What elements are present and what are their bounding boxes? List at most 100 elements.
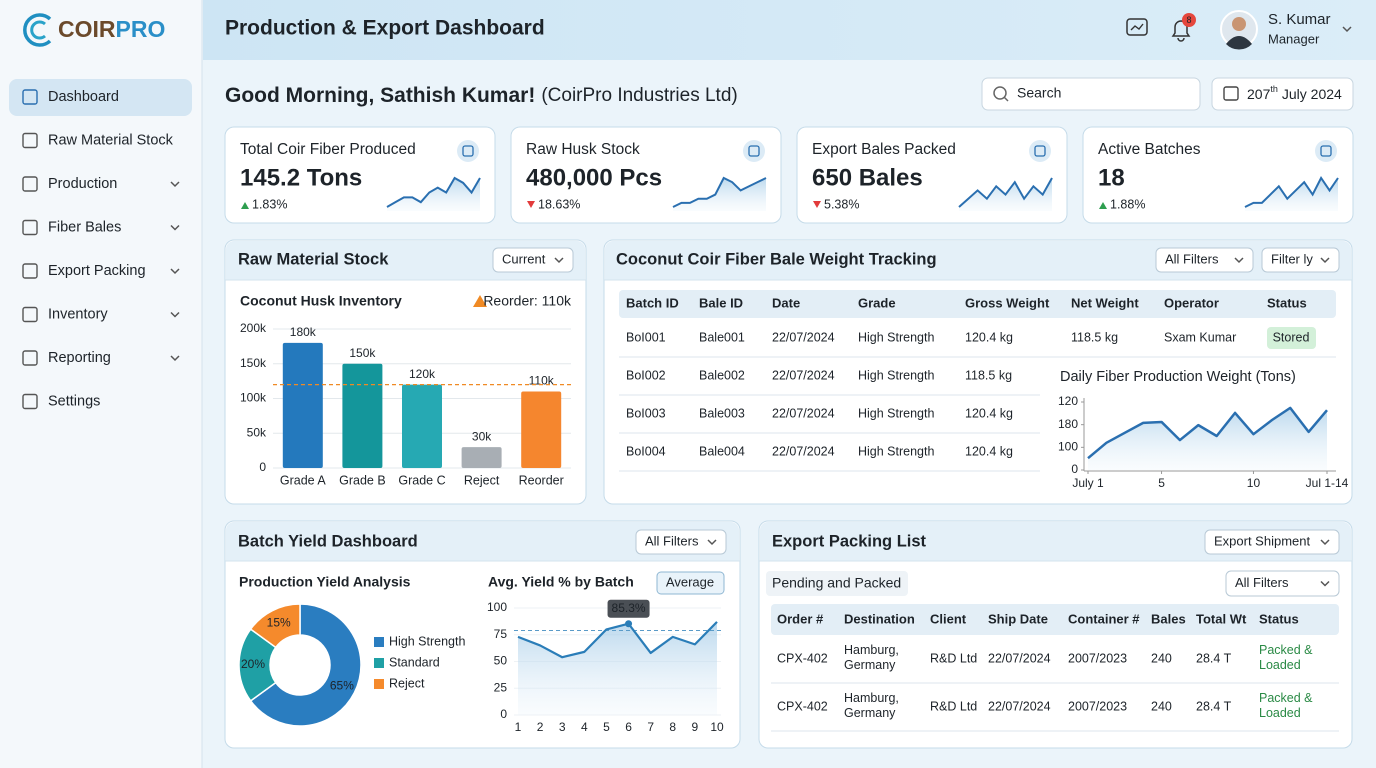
panel-header: [760, 522, 1351, 561]
tab[interactable]: [766, 571, 908, 596]
kpi-icon-glyph: [462, 145, 474, 157]
y-tick-label: 180: [1058, 417, 1078, 431]
column-header: Client: [930, 611, 967, 626]
search-box[interactable]: [981, 77, 1201, 111]
bar-value-label: 150k: [349, 346, 376, 360]
table-cell: 120.4 kg: [965, 330, 1013, 344]
tab-label: Pending and Packed: [772, 575, 901, 591]
x-tick-label: 3: [559, 720, 566, 734]
nav-item[interactable]: Dashboard: [48, 89, 119, 105]
kpi-change: 5.38%: [824, 197, 859, 211]
kpi-label: Export Bales Packed: [812, 141, 956, 158]
pie-slice: [249, 603, 301, 649]
kpi-change: 18.63%: [538, 197, 580, 211]
avatar-body: [1226, 36, 1252, 50]
nav-active[interactable]: [9, 79, 192, 116]
bar: [521, 391, 562, 468]
x-tick-label: 5: [1158, 476, 1165, 490]
messages-glyph: [1130, 23, 1144, 31]
date-picker[interactable]: [1211, 77, 1354, 111]
chevron: [1320, 539, 1330, 546]
filter-button[interactable]: [1204, 529, 1340, 555]
nav-item[interactable]: Reporting: [48, 350, 111, 366]
messages-icon[interactable]: [1126, 18, 1148, 36]
chevron: [1320, 257, 1330, 264]
tooltip: [607, 599, 650, 618]
table-cell: 118.5 kg: [1071, 330, 1118, 344]
x-tick-label: July 1: [1072, 476, 1104, 490]
nav-item[interactable]: Inventory: [48, 306, 108, 322]
date-day: 207: [1247, 86, 1271, 102]
kpi-trend-arrow: [813, 201, 821, 208]
filter-button-label: All Filters: [645, 533, 699, 548]
average-button-label: Average: [666, 574, 714, 589]
status-text: Stored: [1273, 330, 1310, 344]
column-header: Grade: [858, 295, 896, 310]
search-placeholder: Search: [1017, 85, 1061, 101]
kpi-change: 1.83%: [252, 197, 287, 211]
company-name: (CoirPro Industries Ltd): [541, 85, 737, 106]
status-text: Packed & Loaded: [1259, 643, 1313, 672]
table-header: [619, 290, 1336, 318]
average-button[interactable]: [656, 571, 725, 595]
kpi-value: 18: [1098, 164, 1125, 191]
logo-part: COIR: [58, 16, 116, 42]
bar: [282, 342, 323, 468]
table-cell: Bale002: [699, 368, 745, 382]
filter-button[interactable]: [1225, 570, 1340, 597]
table-cell: Bale004: [699, 444, 745, 458]
filter-button[interactable]: [1261, 247, 1340, 273]
greeting: Good Morning, Sathish Kumar! (CoirPro Ind…: [225, 84, 738, 107]
y-tick-label: 120: [1058, 394, 1078, 408]
panel-header: [226, 522, 739, 561]
sparkline: [672, 176, 767, 208]
panel-title: Coconut Coir Fiber Bale Weight Tracking: [616, 250, 937, 268]
x-tick-label: Reorder: [519, 473, 564, 487]
x-tick-label: Grade B: [339, 473, 386, 487]
date-rest: July 2024: [1282, 86, 1342, 102]
kpi-label: Active Batches: [1098, 141, 1201, 158]
table-cell: R&D Ltd: [930, 651, 977, 665]
x-tick-label: 5: [603, 720, 610, 734]
warning-icon: [473, 295, 487, 307]
nav-icon: [22, 393, 38, 410]
x-tick-label: 7: [647, 720, 654, 734]
column-header: Date: [772, 295, 800, 310]
filter-button[interactable]: [492, 247, 574, 273]
kpi-icon: [743, 140, 765, 162]
nav-item[interactable]: Production: [48, 176, 117, 192]
chart-title: Daily Fiber Production Weight (Tons): [1060, 369, 1296, 385]
table-cell: BoI002: [626, 368, 666, 382]
kpi-value: 650 Bales: [812, 164, 923, 191]
table-cell-wrap: Packed & Loaded: [1259, 691, 1313, 720]
chevron: [554, 257, 564, 264]
filter-button[interactable]: [1155, 247, 1254, 273]
chevron: [1320, 580, 1330, 587]
table-cell: Hamburg, Germany: [844, 691, 899, 720]
column-header: Batch ID: [626, 295, 679, 310]
kpi-icon: [457, 140, 479, 162]
nav-item[interactable]: Export Packing: [48, 263, 146, 279]
x-tick-label: Grade C: [398, 473, 445, 487]
x-tick-label: Jul 1-14: [1306, 476, 1349, 490]
tooltip-label: 85.3%: [612, 601, 646, 615]
table-cell: 22/07/2024: [988, 651, 1051, 665]
column-header: Bale ID: [699, 295, 743, 310]
nav-item[interactable]: Fiber Bales: [48, 219, 121, 235]
kpi-trend-arrow: [1099, 202, 1107, 209]
filter-button[interactable]: [635, 529, 727, 555]
table-cell: Bale001: [699, 330, 745, 344]
status-badge: [1267, 327, 1316, 349]
x-tick-label: 1: [515, 720, 522, 734]
nav-item[interactable]: Raw Material Stock: [48, 132, 174, 148]
nav-item[interactable]: Settings: [48, 393, 100, 409]
bar: [402, 384, 442, 468]
column-header: Gross Weight: [965, 295, 1050, 310]
bell-icon[interactable]: [1171, 20, 1191, 42]
table-cell: 2007/2023: [1068, 651, 1127, 665]
bar-value-label: 120k: [409, 367, 436, 381]
slice-label: 20%: [241, 657, 265, 671]
x-tick-label: 10: [710, 720, 724, 734]
